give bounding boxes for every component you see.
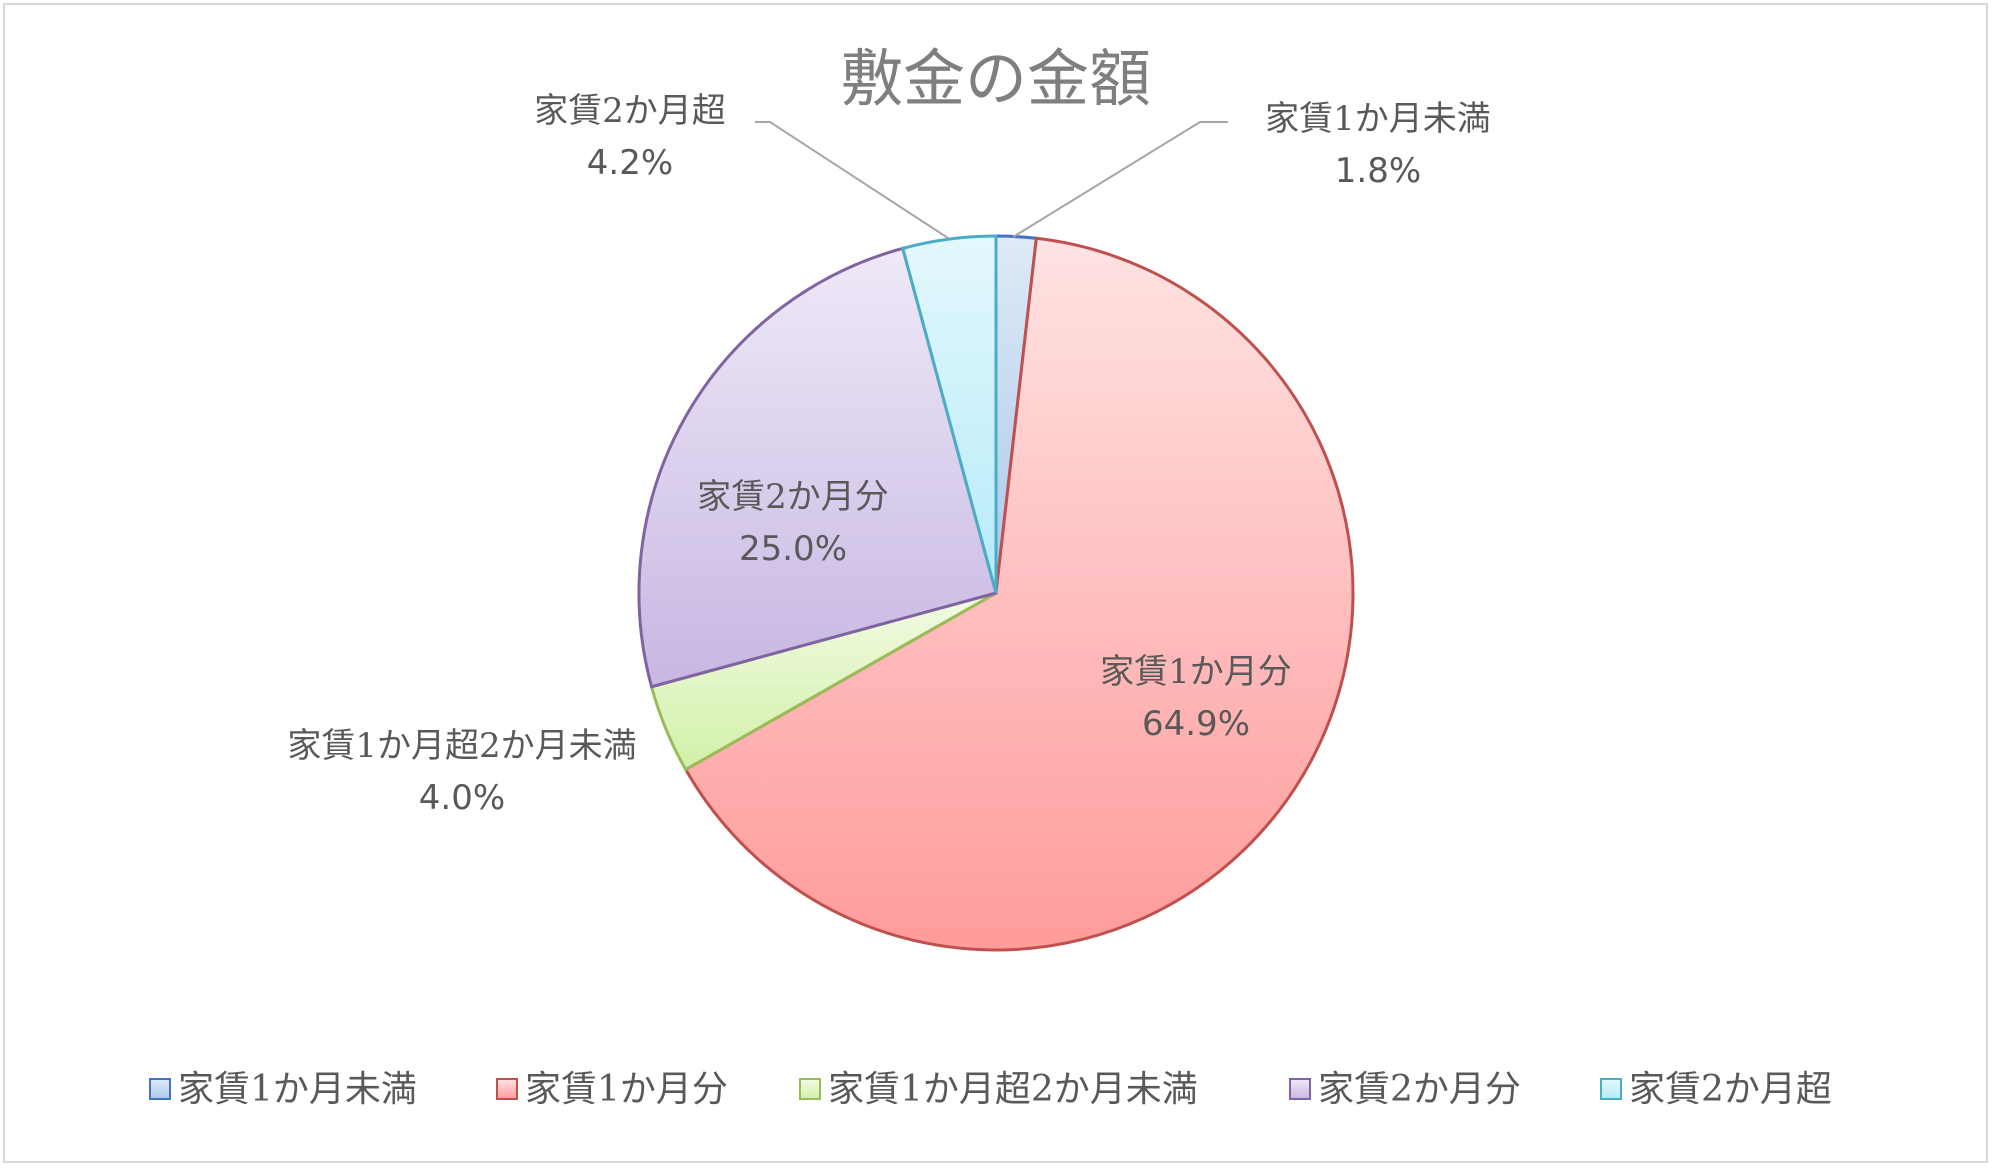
data-label-category: 家賃1か月分 (1100, 652, 1292, 692)
leader-line (755, 121, 949, 239)
leader-lines (755, 121, 1228, 239)
legend-swatch (799, 1078, 821, 1100)
data-label-category: 家賃2か月超 (534, 91, 726, 131)
legend: 家賃1か月未満 家賃1か月分 家賃1か月超2か月未満 家賃2か月分 家賃2か月超 (149, 1069, 1832, 1110)
pie-slice (637, 246, 998, 689)
data-label-category: 家賃2か月分 (697, 477, 889, 517)
legend-label: 家賃2か月分 (1318, 1069, 1521, 1110)
legend-label: 家賃1か月分 (525, 1069, 728, 1110)
legend-swatch (1289, 1078, 1311, 1100)
data-label-category: 家賃1か月未満 (1265, 99, 1491, 139)
data-label-value: 4.0% (419, 778, 505, 818)
legend-label: 家賃1か月未満 (178, 1069, 417, 1110)
data-label-value: 4.2% (587, 143, 673, 183)
data-label-value: 1.8% (1335, 151, 1421, 191)
data-label-value: 64.9% (1142, 704, 1250, 744)
legend-swatch (1600, 1078, 1622, 1100)
data-label-category: 家賃1か月超2か月未満 (287, 726, 636, 766)
legend-swatch (149, 1078, 171, 1100)
chart-title: 敷金の金額 (841, 42, 1151, 115)
leader-line (1012, 121, 1228, 238)
legend-label: 家賃1か月超2か月未満 (828, 1069, 1198, 1110)
data-label-value: 25.0% (739, 529, 847, 569)
legend-label: 家賃2か月超 (1629, 1069, 1832, 1110)
data-labels: 家賃1か月未満 1.8% 家賃1か月分 64.9% 家賃1か月超2か月未満 4.0% 家賃2… (287, 91, 1490, 818)
pie-slice (900, 234, 998, 594)
pie-slice (683, 236, 1355, 952)
legend-swatch (496, 1078, 518, 1100)
pie-slices (637, 234, 1355, 952)
